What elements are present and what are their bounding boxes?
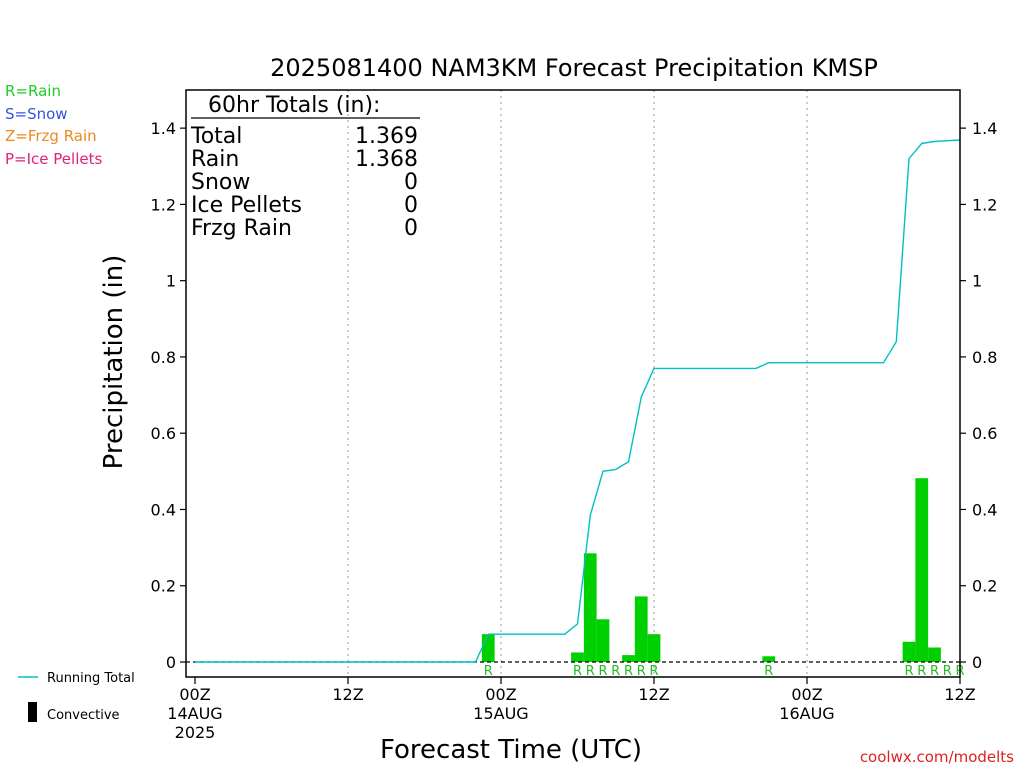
watermark: coolwx.com/modelts	[860, 748, 1014, 766]
totals-header: 60hr Totals (in):	[208, 93, 380, 118]
totals-value-snow: 0	[404, 170, 418, 195]
precip-type-label: R	[598, 664, 607, 679]
legend-snow: S=Snow	[5, 105, 68, 123]
precip-bar	[915, 478, 929, 662]
y-tick-label-right: 1	[972, 272, 982, 291]
precip-type-label: R	[943, 664, 952, 679]
y-tick-label-right: 1.4	[972, 119, 997, 138]
precip-bar	[634, 596, 648, 662]
totals-label-snow: Snow	[191, 170, 250, 195]
legend-running-total: Running Total	[47, 671, 135, 686]
totals-label-rain: Rain	[191, 147, 239, 172]
precip-bar	[762, 656, 776, 662]
x-tick-date: 15AUG	[473, 704, 528, 723]
y-tick-label-left: 0	[166, 653, 176, 672]
precip-type-label: R	[904, 664, 913, 679]
x-tick-year: 2025	[175, 723, 216, 742]
precip-type-label: R	[484, 664, 493, 679]
running-total-line	[195, 139, 961, 663]
plot-frame	[185, 89, 961, 678]
y-tick-label-right: 0	[972, 653, 982, 672]
totals-value-total: 1.369	[355, 124, 418, 149]
precip-type-label: R	[637, 664, 646, 679]
y-axis-right: 0 0.2 0.4 0.6 0.8 1 1.2 1.4	[960, 119, 997, 672]
x-tick-date: 14AUG	[167, 704, 222, 723]
precip-type-label: R	[611, 664, 620, 679]
y-tick-label-left: 0.8	[151, 348, 176, 367]
grid	[347, 90, 808, 677]
bar-series	[481, 478, 941, 662]
y-tick-label-right: 0.2	[972, 577, 997, 596]
x-tick-label: 12Z	[944, 685, 975, 704]
precip-bar	[571, 652, 584, 662]
precip-type-label: R	[930, 664, 939, 679]
totals-value-ice-pellets: 0	[404, 193, 418, 218]
precip-type-label: R	[764, 664, 773, 679]
precip-type-label: R	[586, 664, 595, 679]
x-tick-label: 00Z	[179, 685, 210, 704]
series-legend: Running Total Convective	[18, 671, 135, 723]
precip-type-label: R	[917, 664, 926, 679]
x-tick-label: 00Z	[485, 685, 516, 704]
x-tick-date: 16AUG	[779, 704, 834, 723]
totals-label-ice-pellets: Ice Pellets	[191, 193, 302, 218]
y-axis-left: 0 0.2 0.4 0.6 0.8 1 1.2 1.4	[151, 119, 186, 672]
precip-bar	[583, 553, 597, 662]
precip-bar	[596, 619, 610, 662]
y-tick-label-left: 1.4	[151, 119, 176, 138]
y-tick-label-left: 0.6	[151, 424, 176, 443]
x-tick-label: 00Z	[791, 685, 822, 704]
y-tick-label-right: 1.2	[972, 195, 997, 214]
totals-label-total: Total	[190, 124, 242, 149]
y-tick-label-left: 0.4	[151, 500, 176, 519]
x-axis-label: Forecast Time (UTC)	[380, 735, 642, 765]
legend-convective: Convective	[47, 708, 120, 723]
y-tick-label-right: 0.8	[972, 348, 997, 367]
legend-rain: R=Rain	[5, 82, 61, 100]
totals-label-frzg-rain: Frzg Rain	[191, 216, 292, 241]
totals-value-frzg-rain: 0	[404, 216, 418, 241]
y-tick-label-right: 0.6	[972, 424, 997, 443]
precip-bar	[902, 641, 916, 662]
precip-type-label: R	[573, 664, 582, 679]
precip-type-label: R	[624, 664, 633, 679]
y-tick-label-right: 0.4	[972, 500, 997, 519]
precip-bar	[481, 634, 495, 662]
precip-type-label: R	[649, 664, 658, 679]
precip-bar	[647, 634, 661, 662]
chart-title: 2025081400 NAM3KM Forecast Precipitation…	[270, 54, 878, 82]
legend-frzg-rain: Z=Frzg Rain	[5, 127, 97, 145]
totals-box: 60hr Totals (in): Total 1.369 Rain 1.368…	[190, 93, 420, 241]
precip-bar	[928, 647, 941, 662]
y-tick-label-left: 0.2	[151, 577, 176, 596]
y-axis-label: Precipitation (in)	[99, 255, 129, 470]
totals-value-rain: 1.368	[355, 147, 418, 172]
convective-swatch	[28, 702, 37, 722]
type-legend: R=Rain S=Snow Z=Frzg Rain P=Ice Pellets	[5, 82, 102, 168]
x-tick-label: 12Z	[332, 685, 363, 704]
x-tick-label: 12Z	[638, 685, 669, 704]
legend-ice-pellets: P=Ice Pellets	[5, 150, 102, 168]
y-tick-label-left: 1	[166, 272, 176, 291]
precip-bar	[622, 655, 635, 662]
y-tick-label-left: 1.2	[151, 195, 176, 214]
